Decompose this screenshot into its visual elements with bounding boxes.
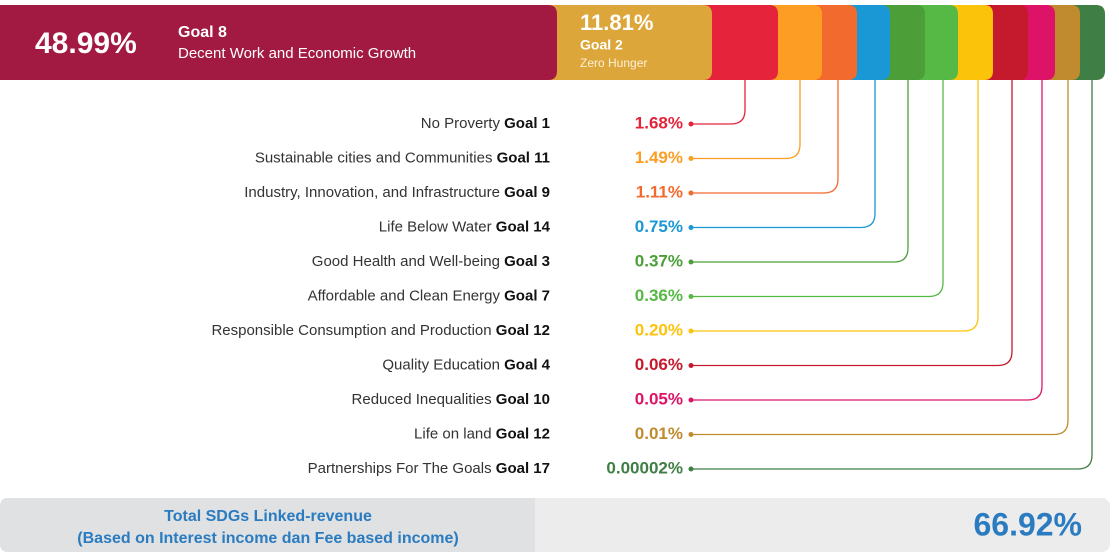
connector (691, 80, 909, 263)
item-label: Partnerships For The Goals Goal 17 (308, 460, 550, 477)
item-label: Industry, Innovation, and Infrastructure… (244, 184, 550, 201)
item-goal: Goal 4 (504, 356, 551, 373)
item-value: 1.68% (635, 113, 683, 132)
connector (691, 80, 839, 194)
main-percent: 48.99% (35, 27, 137, 60)
total-label-box (0, 498, 535, 552)
item-name: Sustainable cities and Communities (255, 149, 493, 166)
item-name: Responsible Consumption and Production (211, 322, 491, 339)
second-segment (545, 5, 712, 80)
item-goal: Goal 12 (496, 425, 550, 442)
second-percent: 11.81% (580, 10, 653, 35)
item-label: Good Health and Well-being Goal 3 (312, 253, 550, 270)
item-label: Quality Education Goal 4 (382, 356, 550, 373)
connector (691, 80, 801, 160)
item-label: Affordable and Clean Energy Goal 7 (308, 287, 550, 304)
item-name: Affordable and Clean Energy (308, 287, 501, 304)
item-goal: Goal 11 (497, 149, 550, 166)
connector (691, 80, 944, 298)
item-name: Life Below Water (379, 218, 492, 235)
item-name: Reduced Inequalities (352, 391, 492, 408)
connector (691, 80, 1013, 367)
main-goal: Goal 8 (178, 24, 227, 41)
item-label: Life on land Goal 12 (414, 425, 550, 442)
connector (691, 80, 876, 229)
goal-segment (700, 5, 778, 80)
item-goal: Goal 9 (504, 184, 550, 201)
item-value: 0.75% (635, 217, 683, 236)
total-value: 66.92% (973, 506, 1082, 542)
item-value: 0.37% (635, 251, 683, 270)
item-value: 1.11% (636, 182, 683, 201)
item-value: 0.05% (635, 389, 683, 408)
item-label: Responsible Consumption and Production G… (211, 322, 550, 339)
item-value: 0.01% (635, 424, 683, 443)
item-value: 0.36% (635, 286, 683, 305)
item-label: Life Below Water Goal 14 (379, 218, 551, 235)
item-name: Life on land (414, 425, 492, 442)
connector (691, 80, 1043, 401)
item-goal: Goal 3 (504, 253, 550, 270)
item-name: Industry, Innovation, and Infrastructure (244, 184, 500, 201)
item-goal: Goal 14 (496, 218, 551, 235)
second-goal: Goal 2 (580, 37, 623, 53)
main-name: Decent Work and Economic Growth (178, 45, 416, 62)
item-name: Quality Education (382, 356, 500, 373)
goal-segment (766, 5, 822, 80)
item-name: Good Health and Well-being (312, 253, 500, 270)
item-label: Reduced Inequalities Goal 10 (352, 391, 550, 408)
item-goal: Goal 10 (496, 391, 550, 408)
rows: No Proverty Goal 1 1.68% Sustainable citie… (211, 80, 1093, 477)
item-label: Sustainable cities and Communities Goal … (255, 149, 550, 166)
connector (691, 80, 746, 125)
connector (691, 80, 1069, 436)
connector (691, 80, 979, 332)
item-goal: Goal 12 (496, 322, 550, 339)
connector (691, 80, 1093, 470)
item-name: No Proverty (421, 115, 501, 132)
item-value: 1.49% (635, 148, 683, 167)
main-segment (0, 5, 557, 80)
item-value: 0.00002% (606, 458, 683, 477)
item-goal: Goal 17 (496, 460, 550, 477)
item-name: Partnerships For The Goals (308, 460, 492, 477)
item-goal: Goal 1 (504, 115, 550, 132)
total-line2: (Based on Interest income dan Fee based … (77, 530, 458, 547)
item-value: 0.20% (635, 320, 683, 339)
second-name: Zero Hunger (580, 56, 647, 70)
item-label: No Proverty Goal 1 (421, 115, 550, 132)
item-value: 0.06% (635, 355, 683, 374)
goal-bar (0, 5, 1105, 80)
item-goal: Goal 7 (504, 287, 550, 304)
total-line1: Total SDGs Linked-revenue (164, 508, 372, 525)
